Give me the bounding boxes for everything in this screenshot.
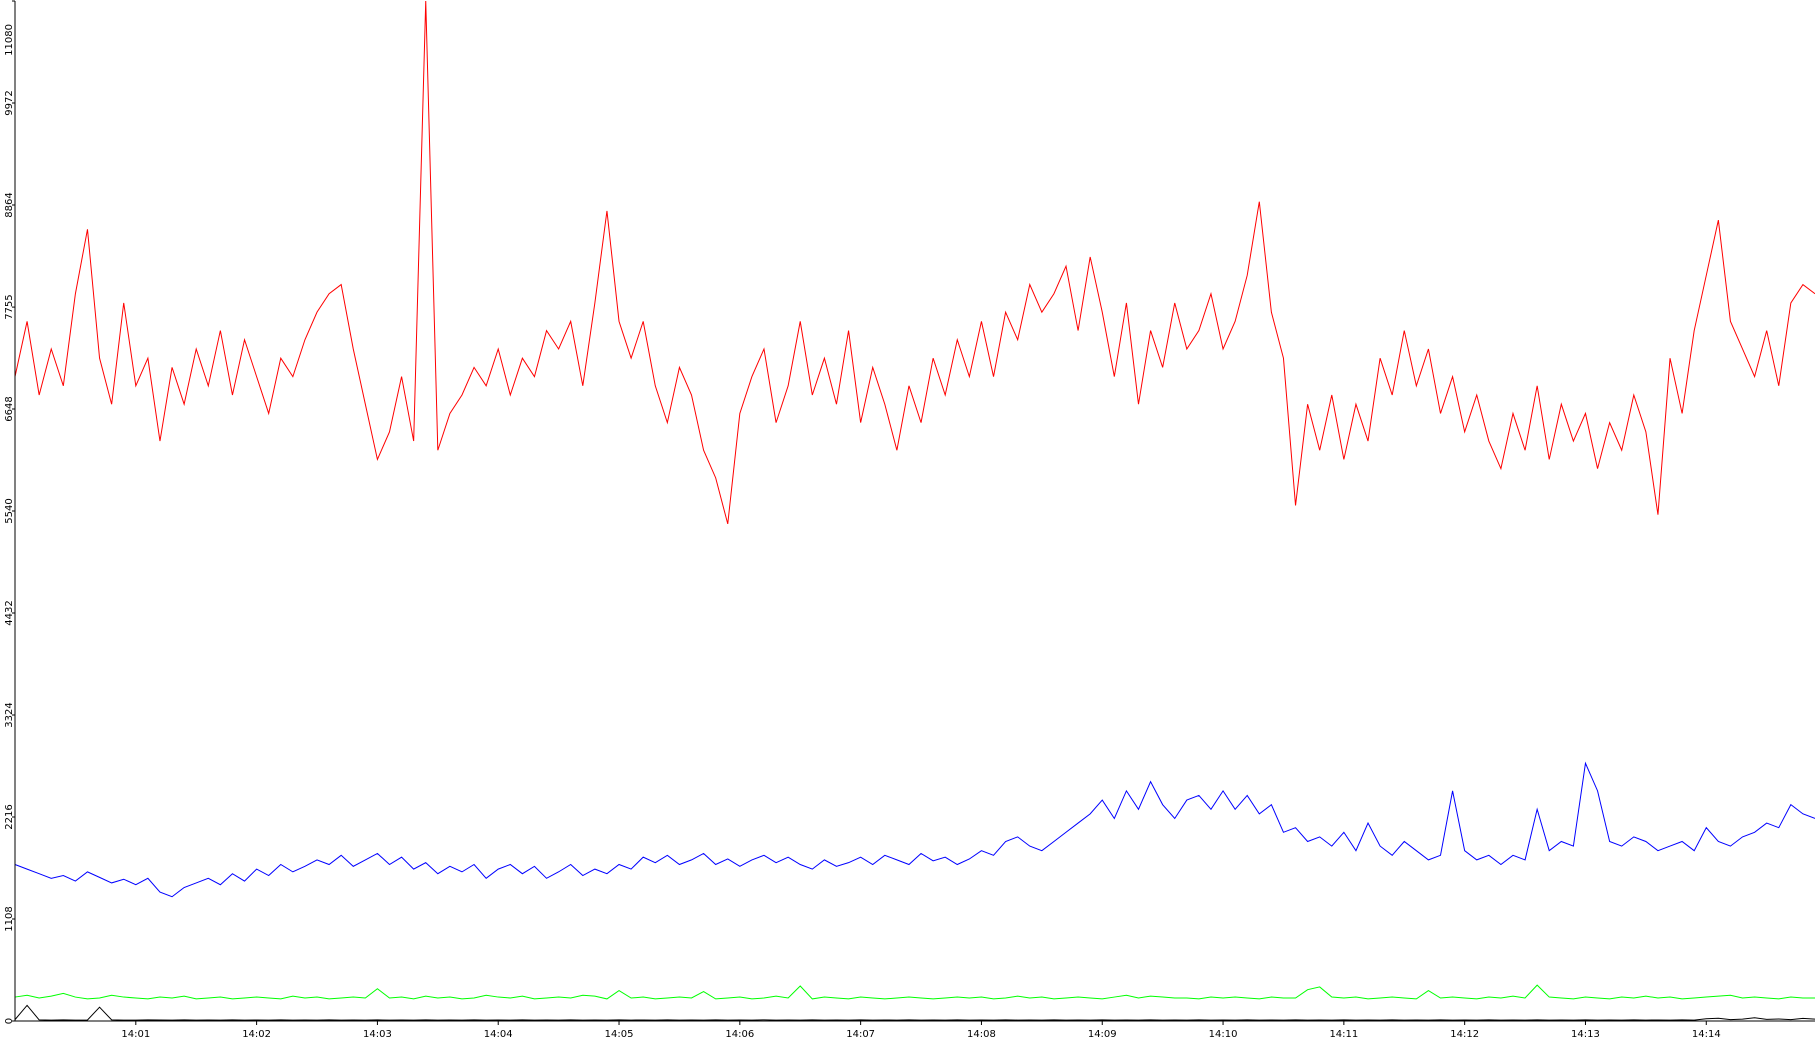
y-tick-label: 7755 <box>4 294 15 319</box>
y-tick-label: 3324 <box>4 702 15 727</box>
x-tick-label: 14:09 <box>1088 1029 1117 1039</box>
x-tick-label: 14:07 <box>846 1029 875 1039</box>
y-tick-label: 2216 <box>4 804 15 829</box>
x-tick-label: 14:03 <box>363 1029 392 1039</box>
x-tick-label: 14:13 <box>1571 1029 1600 1039</box>
y-tick-label: 9972 <box>4 90 15 115</box>
y-tick-label: 6648 <box>4 396 15 421</box>
x-tick-label: 14:14 <box>1692 1029 1721 1039</box>
y-tick-label: 1108 <box>4 906 15 931</box>
x-tick-label: 14:08 <box>967 1029 996 1039</box>
x-tick-label: 14:12 <box>1450 1029 1479 1039</box>
y-tick-label: 8864 <box>4 192 15 217</box>
y-tick-label: 0 <box>4 1018 15 1024</box>
x-tick-label: 14:10 <box>1209 1029 1238 1039</box>
y-tick-label: 5540 <box>4 498 15 523</box>
x-tick-label: 14:05 <box>605 1029 634 1039</box>
y-tick-label: 4432 <box>4 600 15 625</box>
series-line <box>14 0 1815 525</box>
series-line <box>14 761 1815 898</box>
x-tick-label: 14:04 <box>484 1029 513 1039</box>
series-line <box>14 1004 1815 1021</box>
x-tick-label: 14:11 <box>1329 1029 1358 1039</box>
x-tick-label: 14:06 <box>725 1029 754 1039</box>
y-tick-label: 11080 <box>4 24 15 56</box>
x-tick-label: 14:01 <box>121 1029 150 1039</box>
series-line <box>14 984 1815 1000</box>
x-tick-label: 14:02 <box>242 1029 271 1039</box>
